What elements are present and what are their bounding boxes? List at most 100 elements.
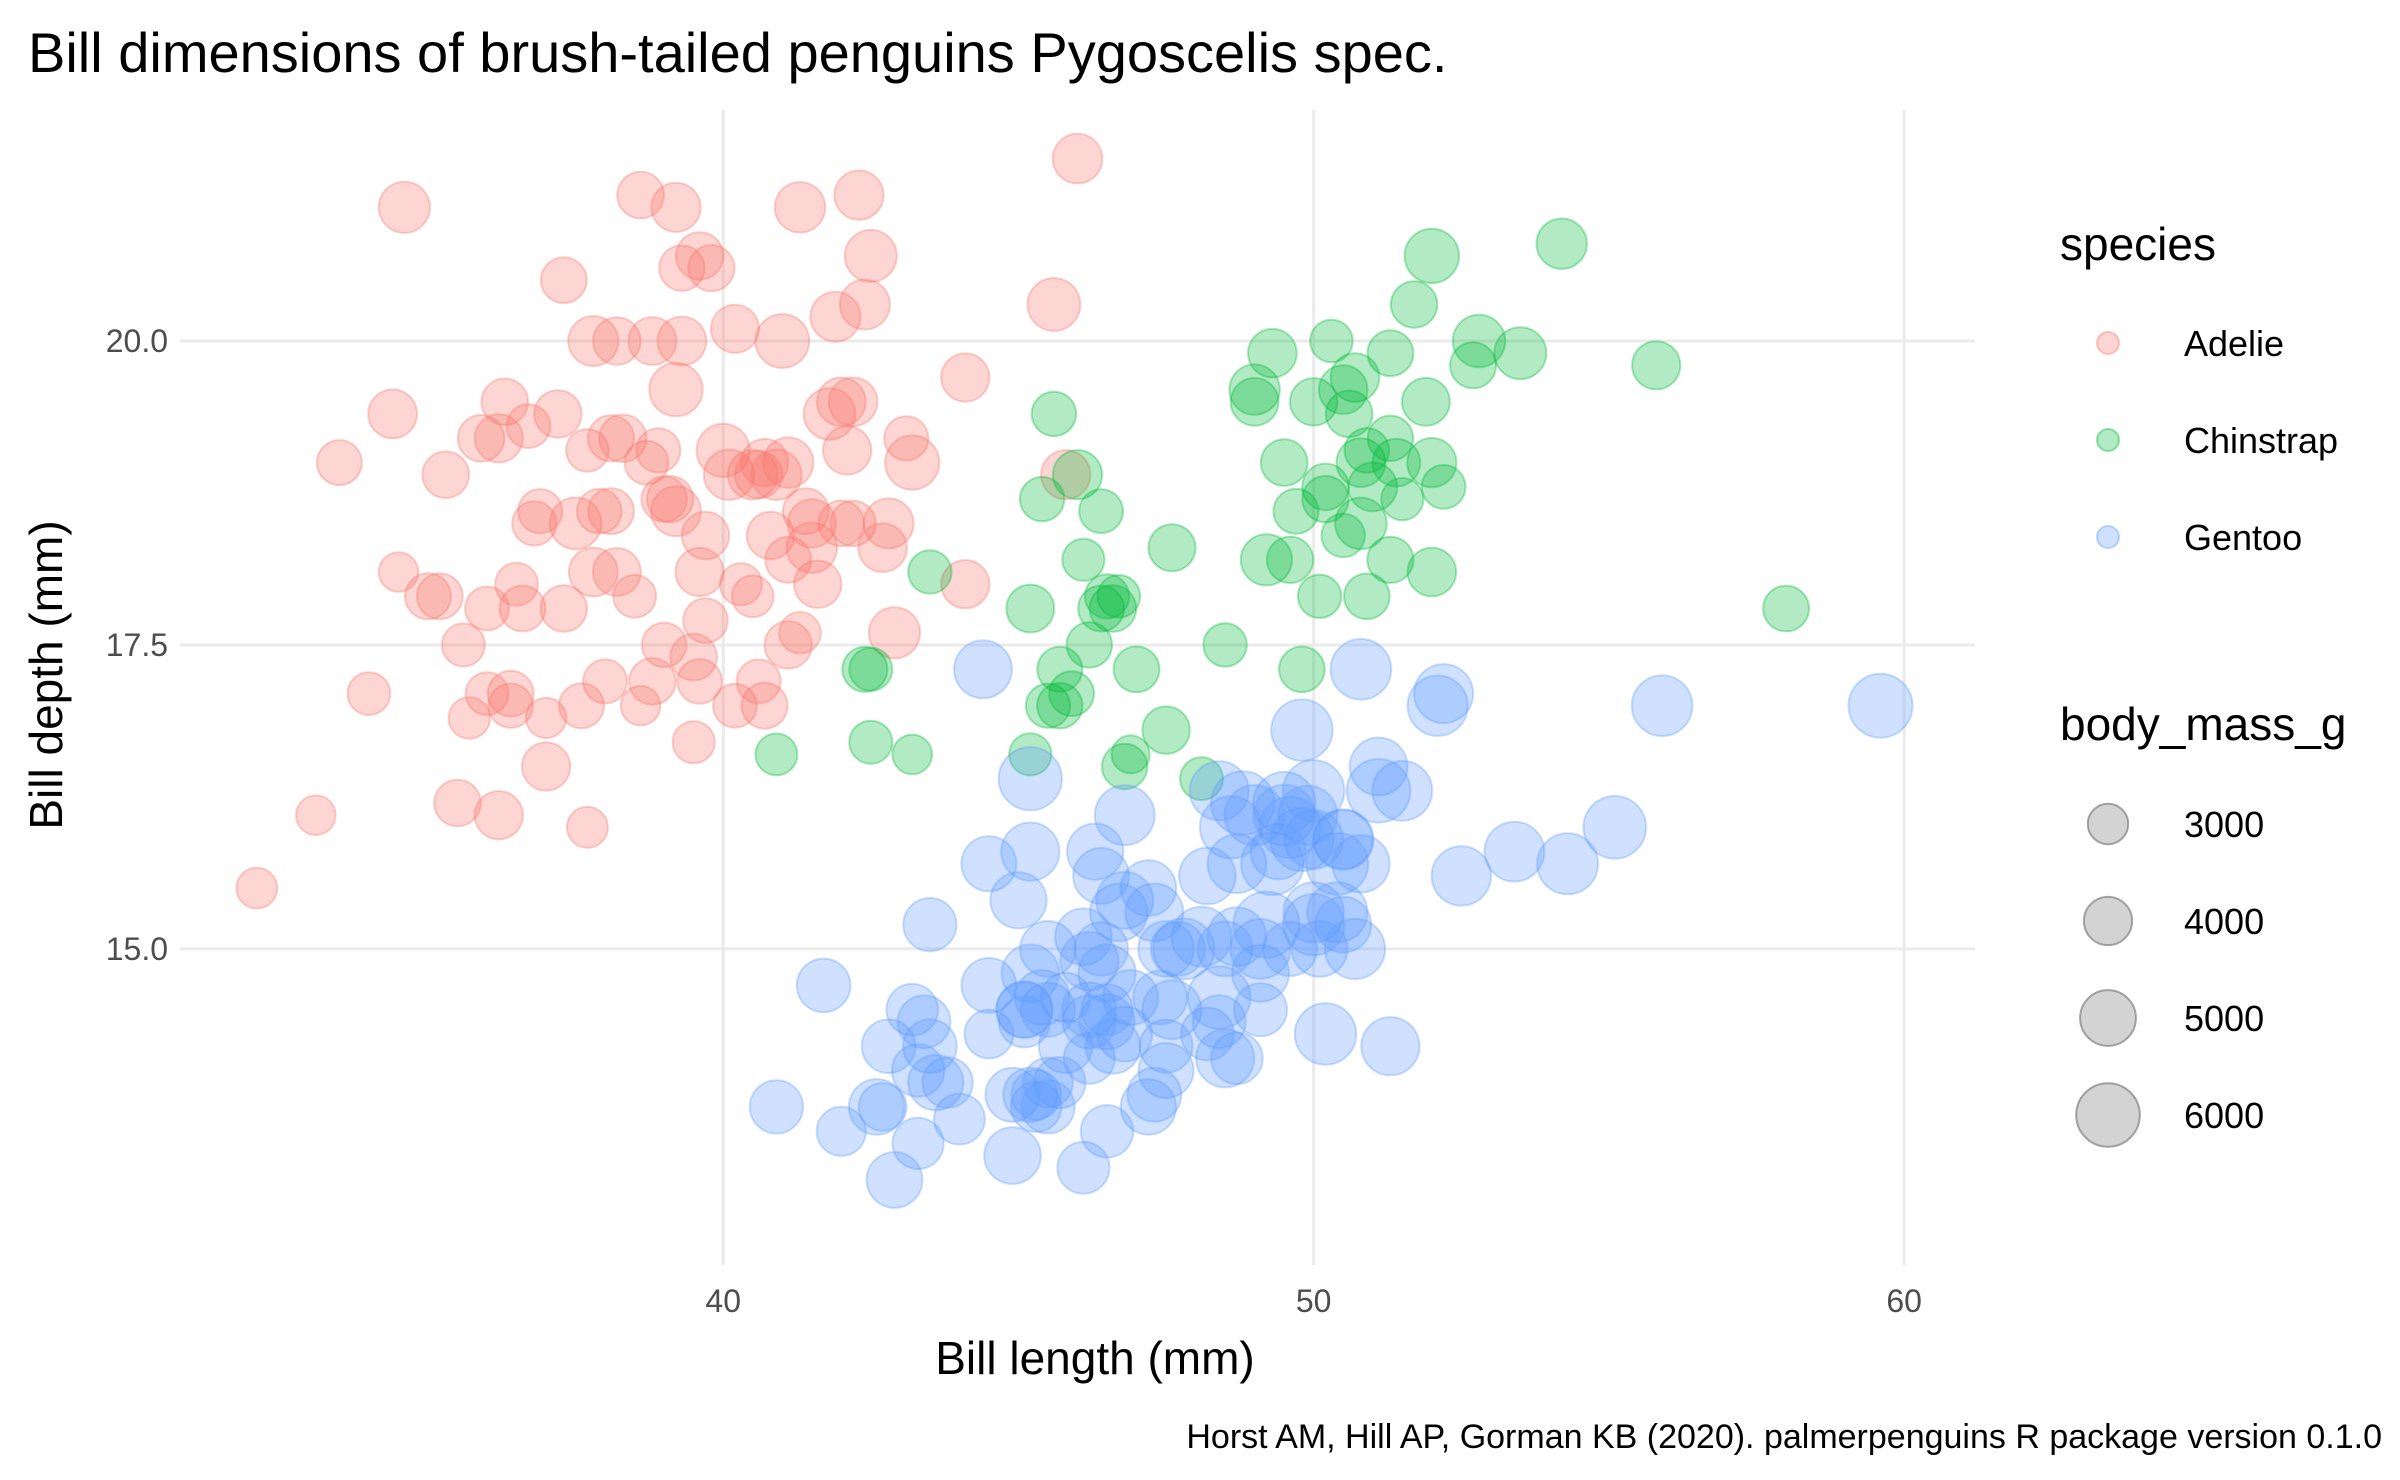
data-point-adelie xyxy=(464,671,510,716)
data-point-gentoo xyxy=(1149,920,1206,977)
data-point-adelie xyxy=(735,658,782,705)
data-point-chinstrap xyxy=(1005,583,1056,634)
data-point-chinstrap xyxy=(1343,427,1391,474)
data-point-gentoo xyxy=(983,1126,1042,1185)
chart-title: Bill dimensions of brush-tailed penguins… xyxy=(28,21,1447,84)
data-point-gentoo xyxy=(1277,784,1339,846)
data-point-gentoo xyxy=(1282,881,1345,944)
data-point-gentoo xyxy=(1126,1066,1183,1123)
legend-species-entries: Adelie Chinstrap Gentoo xyxy=(2096,323,2338,558)
data-point-gentoo xyxy=(1013,969,1071,1026)
data-point-adelie xyxy=(785,521,838,574)
data-point-adelie xyxy=(517,488,564,535)
data-point-gentoo xyxy=(997,995,1052,1049)
data-point-chinstrap xyxy=(1036,682,1084,730)
data-point-chinstrap xyxy=(1371,437,1422,488)
data-point-adelie xyxy=(695,422,751,478)
data-point-chinstrap xyxy=(1334,496,1388,551)
data-point-adelie xyxy=(754,313,811,369)
data-point-adelie xyxy=(1040,449,1092,501)
x-axis-title: Bill length (mm) xyxy=(935,1332,1255,1384)
data-point-adelie xyxy=(843,228,898,283)
data-point-chinstrap xyxy=(1110,734,1151,775)
data-point-gentoo xyxy=(1231,943,1290,1003)
data-point-gentoo xyxy=(1323,917,1387,981)
data-point-gentoo xyxy=(1119,1078,1178,1136)
data-point-gentoo xyxy=(1009,1080,1063,1134)
data-point-adelie xyxy=(682,597,729,644)
data-point-adelie xyxy=(802,387,857,441)
data-point-adelie xyxy=(867,606,922,660)
data-point-gentoo xyxy=(1066,822,1125,881)
legend-label-gentoo: Gentoo xyxy=(2184,517,2302,558)
data-point-adelie xyxy=(658,244,706,292)
data-point-gentoo xyxy=(1079,1104,1135,1159)
data-point-gentoo xyxy=(1314,895,1373,954)
data-point-adelie xyxy=(762,436,815,489)
data-point-gentoo xyxy=(1210,1031,1264,1086)
data-point-gentoo xyxy=(1080,983,1134,1037)
data-point-adelie xyxy=(764,535,813,584)
legend-size-key xyxy=(2075,1082,2141,1148)
data-point-chinstrap xyxy=(1018,475,1066,523)
data-point-adelie xyxy=(586,414,636,463)
data-point-adelie xyxy=(816,376,867,428)
data-point-chinstrap xyxy=(1247,327,1298,379)
data-point-gentoo xyxy=(1191,994,1247,1050)
legend-size-label: 6000 xyxy=(2184,1095,2264,1136)
data-point-chinstrap xyxy=(1389,280,1439,329)
data-point-gentoo xyxy=(1232,890,1301,959)
legend-label-adelie: Adelie xyxy=(2184,323,2284,364)
data-point-gentoo xyxy=(1000,821,1061,882)
data-point-chinstrap xyxy=(1179,756,1224,802)
data-point-adelie xyxy=(640,475,688,523)
data-point-adelie xyxy=(612,573,658,619)
data-point-chinstrap xyxy=(1289,377,1339,427)
data-point-adelie xyxy=(857,522,908,574)
data-point-gentoo xyxy=(997,746,1063,812)
data-point-gentoo xyxy=(1582,795,1648,860)
data-point-gentoo xyxy=(902,1018,958,1074)
data-point-adelie xyxy=(648,361,704,418)
data-point-adelie xyxy=(494,561,539,607)
data-point-adelie xyxy=(710,303,760,354)
data-point-gentoo xyxy=(1206,833,1268,895)
data-point-chinstrap xyxy=(754,732,799,777)
data-point-adelie xyxy=(346,671,392,716)
data-point-gentoo xyxy=(907,1054,965,1112)
data-point-chinstrap xyxy=(1493,326,1548,381)
data-point-chinstrap xyxy=(1083,573,1131,620)
legend-size-key xyxy=(2079,989,2137,1047)
data-point-gentoo xyxy=(1137,920,1195,978)
data-point-adelie xyxy=(315,439,363,487)
data-point-adelie xyxy=(565,428,610,473)
data-point-gentoo xyxy=(963,1008,1015,1060)
data-point-chinstrap xyxy=(1324,389,1374,439)
data-point-gentoo xyxy=(1240,831,1305,897)
data-point-chinstrap xyxy=(1112,645,1161,694)
data-point-gentoo xyxy=(1270,698,1334,762)
data-point-chinstrap xyxy=(1061,537,1106,582)
data-point-adelie xyxy=(862,497,915,550)
data-point-gentoo xyxy=(857,1082,908,1132)
data-point-adelie xyxy=(674,231,725,281)
data-point-gentoo xyxy=(1306,881,1369,944)
data-point-adelie xyxy=(656,315,708,367)
data-point-gentoo xyxy=(1102,969,1160,1026)
data-point-gentoo xyxy=(1054,907,1113,967)
data-point-gentoo xyxy=(1019,920,1077,978)
data-point-chinstrap xyxy=(1008,732,1053,777)
data-point-adelie xyxy=(838,278,891,331)
data-point-adelie xyxy=(623,439,670,486)
data-point-chinstrap xyxy=(1309,318,1354,364)
legend: species Adelie Chinstrap Gentoo body_mass_… xyxy=(2060,218,2346,1148)
data-point-adelie xyxy=(377,551,420,593)
data-point-adelie xyxy=(533,389,583,439)
data-point-gentoo xyxy=(1096,1005,1154,1063)
data-point-gentoo xyxy=(933,1092,986,1146)
data-point-adelie xyxy=(421,450,471,500)
data-point-gentoo xyxy=(1152,917,1216,981)
chart-caption: Horst AM, Hill AP, Gorman KB (2020). pal… xyxy=(1186,1418,2382,1456)
data-point-adelie xyxy=(511,500,558,547)
